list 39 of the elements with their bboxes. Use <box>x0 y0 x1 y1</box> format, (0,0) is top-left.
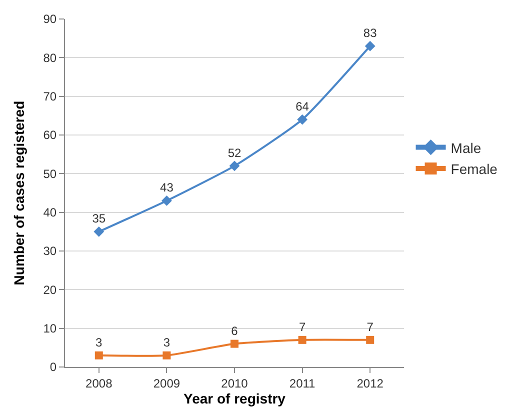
x-tick-label: 2010 <box>221 376 248 390</box>
y-tick-label: 30 <box>43 244 57 258</box>
y-tick-label: 80 <box>43 50 57 65</box>
y-tick-label: 0 <box>50 360 57 374</box>
point <box>364 40 376 52</box>
data-label: 43 <box>160 180 174 195</box>
x-tick-label: 2011 <box>289 376 316 390</box>
y-tick-label: 70 <box>43 90 57 104</box>
data-label: 3 <box>163 335 170 350</box>
data-label: 35 <box>92 212 106 226</box>
y-tick-label: 60 <box>43 128 57 142</box>
y-tick-label: 20 <box>43 282 57 297</box>
point <box>162 351 171 360</box>
y-tick-label: 90 <box>43 12 57 26</box>
point <box>298 336 306 344</box>
y-tick-label: 10 <box>43 322 57 336</box>
point <box>229 160 240 172</box>
x-tick-label: 2012 <box>356 376 384 390</box>
data-label: 83 <box>363 26 378 40</box>
point <box>230 340 238 348</box>
y-axis-title: Number of cases registered <box>10 100 27 286</box>
point <box>366 336 374 344</box>
point <box>297 114 308 125</box>
data-label: 7 <box>366 320 374 334</box>
data-label: 7 <box>298 320 306 334</box>
legend-label: Female <box>450 160 498 177</box>
data-label: 6 <box>231 324 238 338</box>
point <box>94 351 103 360</box>
x-tick-label: 2008 <box>86 376 113 390</box>
data-label: 3 <box>96 335 103 350</box>
point <box>94 226 104 237</box>
data-label: 52 <box>228 146 242 160</box>
x-axis-title: Year of registry <box>184 390 286 406</box>
x-tick-label: 2009 <box>153 376 180 390</box>
data-label: 64 <box>296 100 310 114</box>
y-tick-label: 50 <box>43 166 57 181</box>
legend-label: Male <box>450 140 482 156</box>
point <box>162 196 172 206</box>
y-tick-label: 40 <box>43 206 57 220</box>
